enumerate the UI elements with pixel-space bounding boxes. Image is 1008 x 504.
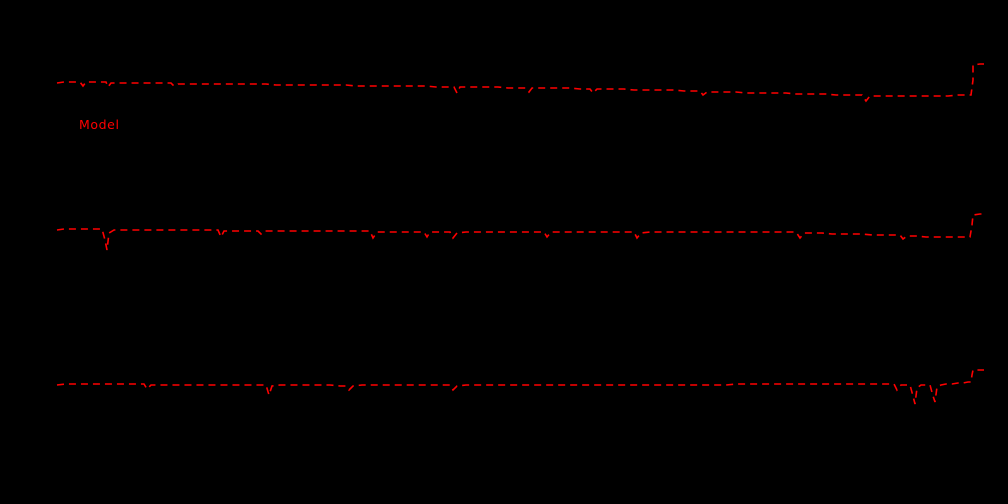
model-label: Model [79,117,120,132]
trace-group [56,63,984,405]
trace-line-1 [56,63,984,103]
trace-line-3 [56,369,984,405]
trace-line-2 [56,213,984,251]
